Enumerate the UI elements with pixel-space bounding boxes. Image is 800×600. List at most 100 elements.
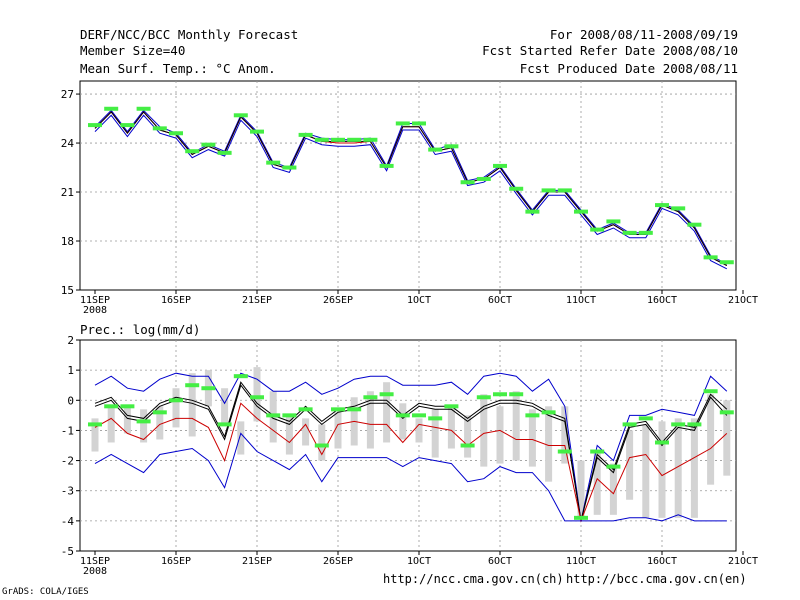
temp-obs-marker (444, 144, 459, 149)
prec-spread-bar (496, 406, 504, 464)
temp-obs-marker (606, 219, 621, 224)
temp-ytick-label: 18 (61, 235, 74, 248)
prec-spread-bar (512, 391, 520, 461)
chart-title: DERF/NCC/BCC Monthly Forecast (80, 27, 299, 42)
prec-ytick-label: -2 (61, 455, 74, 468)
prec-spread-bar (140, 409, 148, 443)
prec-obs-marker (476, 395, 491, 400)
prec-obs-marker (363, 395, 378, 400)
prec-spread-bar (707, 394, 715, 485)
temp-obs-marker (217, 150, 232, 155)
prec-xtick-label: 1OCT (407, 556, 431, 567)
temp-ytick-label: 27 (61, 88, 74, 101)
prec-spread-bar (690, 418, 698, 518)
prec-obs-marker (298, 407, 313, 412)
prec-obs-marker (169, 398, 183, 403)
prec-obs-marker (444, 404, 459, 409)
temp-xtick-label: 16SEP (161, 295, 191, 306)
prec-spread-bar (642, 424, 650, 518)
temp-obs-marker (541, 188, 556, 193)
temp-obs-marker (493, 163, 507, 168)
member-size-label: Member Size=40 (80, 43, 186, 58)
prec-xtick-label: 16SEP (161, 556, 191, 567)
prec-spread-bar (561, 406, 569, 464)
temp-obs-marker (719, 260, 734, 265)
prec-xtick-label: 21SEP (242, 556, 272, 567)
prec-spread-bar (723, 400, 731, 476)
prec-spread-bar (285, 415, 293, 455)
prec-spread-bar (253, 367, 261, 422)
temp-obs-marker (574, 209, 588, 214)
prec-obs-marker (266, 413, 281, 418)
temp-obs-marker (476, 176, 491, 181)
prec-obs-marker (395, 413, 410, 418)
prec-ytick-label: 1 (67, 364, 74, 377)
temp-xtick-label: 21OCT (728, 295, 758, 306)
temp-xtick-label: 11OCT (566, 295, 596, 306)
prec-obs-marker (250, 395, 264, 400)
temp-panel: 15 18 21 24 27 11SEP 16SEP 21SEP 26SEP 1OCT 6OCT 11… (61, 80, 758, 316)
prec-spread-bar (415, 418, 423, 443)
prec-obs-marker (314, 443, 329, 448)
prec-series-max (94, 372, 728, 522)
temp-frame (79, 80, 737, 291)
temp-obs-marker (557, 188, 572, 193)
produced-date-label: Fcst Produced Date 2008/08/11 (519, 61, 738, 76)
bcc-url: http://bcc.cma.gov.cn(en) (566, 572, 747, 586)
temp-year-label: 2008 (83, 305, 107, 316)
prec-ytick-label: -4 (61, 515, 75, 528)
prec-spread-bar (334, 412, 342, 449)
prec-obs-marker (412, 413, 426, 418)
prec-obs-marker (120, 404, 135, 409)
ncc-url: http://ncc.cma.gov.cn(ch) (383, 572, 564, 586)
temp-xtick-label: 26SEP (323, 295, 353, 306)
temp-obs-marker (152, 126, 167, 131)
prec-ytick-label: 0 (67, 394, 74, 407)
temp-obs-marker (525, 209, 540, 214)
prec-spread-bar (237, 421, 245, 455)
prec-obs-marker (331, 407, 345, 412)
prec-spread-bar (480, 394, 488, 467)
prec-spread-bar (577, 460, 585, 518)
temp-obs-marker (509, 186, 524, 191)
prec-obs-marker (622, 422, 637, 427)
temp-ytick-label: 21 (61, 186, 74, 199)
temp-obs-marker (428, 147, 443, 152)
start-date-label: Fcst Started Refer Date 2008/08/10 (482, 43, 738, 58)
prec-spread-bar (545, 406, 553, 482)
prec-spread-bar (188, 373, 196, 437)
prec-obs-marker (233, 374, 248, 379)
prec-year-label: 2008 (83, 566, 107, 577)
temp-obs-marker (671, 206, 686, 211)
temp-obs-marker (622, 230, 637, 235)
temp-obs-marker (347, 137, 362, 142)
temp-obs-marker (88, 123, 102, 128)
temp-obs-marker (638, 230, 653, 235)
temp-obs-marker (169, 131, 183, 136)
temp-xtick-label: 1OCT (407, 295, 431, 306)
temp-obs-marker (266, 160, 281, 165)
temp-xtick-label: 11SEP (80, 295, 110, 306)
temp-obs-marker (233, 113, 248, 118)
prec-spread-bar (464, 415, 472, 458)
prec-obs-marker (590, 449, 605, 454)
temp-xtick-label: 6OCT (488, 295, 512, 306)
prec-panel-title: Prec.: log(mm/d) (80, 322, 200, 337)
temp-obs-marker (250, 129, 264, 134)
temp-xtick-label: 16OCT (647, 295, 677, 306)
prec-frame (79, 339, 737, 552)
temp-obs-marker (201, 142, 216, 147)
prec-xtick-label: 26SEP (323, 556, 353, 567)
prec-spread-bar (221, 388, 229, 425)
prec-obs-marker (703, 389, 718, 394)
prec-spread-bar (447, 406, 455, 449)
prec-spread-bar (399, 403, 407, 440)
temp-obs-marker (331, 137, 345, 142)
prec-obs-marker (638, 416, 653, 421)
prec-obs-marker (201, 386, 216, 391)
temp-obs-marker (363, 137, 378, 142)
prec-spread-bar (91, 418, 99, 452)
temp-obs-marker (298, 132, 313, 137)
temp-obs-marker (104, 106, 119, 111)
prec-obs-marker (88, 422, 102, 427)
